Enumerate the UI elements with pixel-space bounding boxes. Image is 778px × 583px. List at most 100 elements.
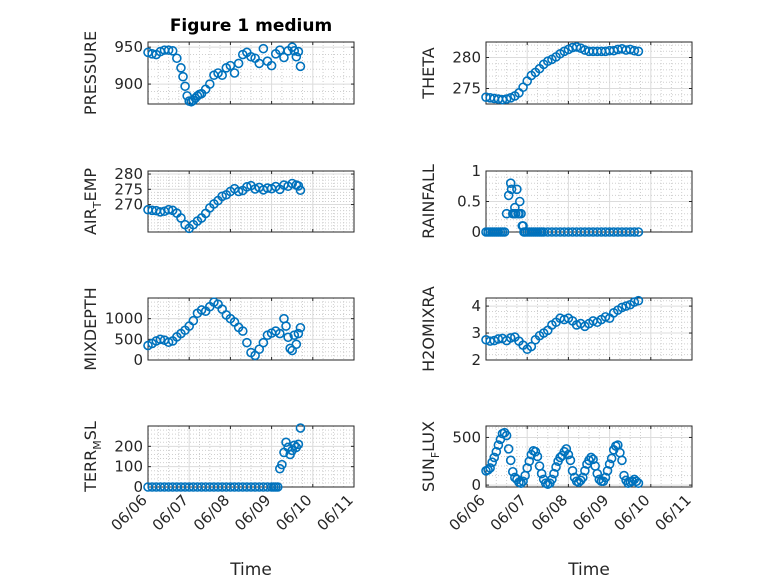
data-point bbox=[283, 332, 293, 343]
data-point bbox=[563, 449, 574, 460]
data-point bbox=[503, 444, 514, 454]
x-tick-label: 06/11 bbox=[652, 491, 695, 534]
data-point bbox=[534, 461, 545, 471]
data-point bbox=[551, 462, 561, 472]
y-tick-label: 0 bbox=[133, 351, 143, 369]
y-tick-label: 0 bbox=[471, 476, 481, 494]
x-tick-label: 06/07 bbox=[487, 491, 530, 534]
axes-frame bbox=[485, 425, 693, 488]
data-point bbox=[499, 227, 510, 237]
data-point bbox=[505, 178, 516, 188]
y-tick-label: 0 bbox=[471, 223, 481, 241]
data-point bbox=[277, 459, 287, 470]
data-point bbox=[633, 227, 644, 237]
x-tick-label: 06/10 bbox=[272, 491, 315, 534]
subplot-rainfall: 0 0.5 1 RAINFALL bbox=[419, 162, 693, 241]
subplot-theta: 275 280 THETA bbox=[419, 41, 693, 105]
y-axis-label: PRESSURE bbox=[81, 31, 100, 115]
figure-title: Figure 1 medium bbox=[170, 16, 332, 36]
subplot-terr_msl: 0100200TERRMSL06/0606/0706/0806/0906/100… bbox=[81, 421, 357, 580]
data-point bbox=[522, 463, 533, 473]
data-point bbox=[291, 51, 302, 62]
data-point bbox=[279, 52, 289, 63]
data-point bbox=[505, 455, 516, 466]
data-point bbox=[295, 423, 306, 433]
data-point bbox=[293, 328, 304, 339]
data-point bbox=[172, 53, 182, 64]
data-point bbox=[295, 61, 306, 72]
data-point bbox=[549, 468, 559, 479]
y-axis-label: H2OMIXRA bbox=[419, 286, 438, 372]
y-tick-label: 4 bbox=[471, 297, 481, 315]
data-point bbox=[578, 472, 588, 483]
data-point bbox=[516, 478, 526, 488]
axes-frame bbox=[485, 297, 693, 361]
data-point bbox=[233, 58, 244, 69]
data-point bbox=[254, 344, 265, 355]
x-axis-label: Time bbox=[229, 560, 272, 580]
data-point bbox=[205, 79, 215, 89]
x-tick-label: 06/06 bbox=[446, 491, 489, 534]
y-tick-label: 2 bbox=[471, 351, 481, 369]
y-axis-label: MIXDEPTH bbox=[81, 287, 100, 370]
y-axis-label: SUNFLUX bbox=[419, 421, 442, 492]
data-point bbox=[176, 213, 186, 223]
data-point bbox=[629, 297, 640, 307]
data-point bbox=[237, 326, 248, 336]
data-point bbox=[501, 94, 512, 104]
data-point bbox=[266, 60, 277, 71]
subplot-pressure: 900 950 PRESSURE Figure 1 medium bbox=[81, 16, 355, 115]
y-axis-label-part: LUX bbox=[419, 421, 438, 452]
x-tick-label: 06/09 bbox=[231, 491, 274, 534]
data-point bbox=[516, 208, 526, 219]
data-point bbox=[631, 476, 642, 487]
data-point bbox=[487, 457, 497, 468]
y-axis-label: TERRMSL bbox=[81, 421, 104, 493]
data-point bbox=[604, 459, 615, 469]
y-tick-label: 500 bbox=[114, 330, 143, 348]
data-point bbox=[532, 451, 543, 462]
data-point bbox=[530, 446, 541, 457]
y-axis-label-subscript: F bbox=[429, 452, 442, 458]
y-axis-label-part: TERR bbox=[81, 450, 100, 493]
data-point bbox=[291, 339, 302, 350]
data-point bbox=[491, 446, 502, 457]
data-point bbox=[536, 468, 547, 479]
x-axis-label: Time bbox=[567, 560, 610, 580]
data-point bbox=[217, 191, 227, 202]
y-axis-label-part: SUN bbox=[419, 458, 438, 492]
data-point bbox=[180, 81, 190, 92]
data-point bbox=[176, 63, 186, 73]
data-point bbox=[633, 478, 644, 488]
y-tick-label: 280 bbox=[114, 165, 143, 183]
data-point bbox=[272, 482, 283, 492]
data-point bbox=[155, 334, 166, 345]
data-point bbox=[633, 295, 644, 306]
data-point bbox=[167, 46, 178, 56]
data-point bbox=[633, 46, 644, 57]
y-tick-label: 275 bbox=[114, 180, 143, 198]
subplot-mixdepth: 0 500 1000 MIXDEPTH bbox=[81, 287, 355, 371]
data-point bbox=[505, 333, 516, 343]
data-point bbox=[163, 337, 174, 348]
data-point bbox=[281, 321, 291, 331]
y-tick-label: 0.5 bbox=[457, 193, 481, 211]
y-axis-label-part: EMP bbox=[81, 168, 100, 202]
data-point bbox=[524, 456, 535, 467]
data-point bbox=[629, 45, 640, 56]
data-point bbox=[600, 312, 611, 322]
data-point bbox=[229, 68, 240, 78]
data-point bbox=[242, 337, 252, 348]
y-axis-label: THETA bbox=[419, 47, 438, 99]
x-tick-label: 06/11 bbox=[314, 491, 357, 534]
y-axis-label-subscript: T bbox=[91, 201, 104, 209]
data-point bbox=[565, 455, 576, 466]
y-tick-label: 3 bbox=[471, 324, 481, 342]
data-point bbox=[629, 227, 640, 237]
data-point bbox=[580, 465, 590, 476]
data-point bbox=[600, 472, 611, 483]
data-point bbox=[293, 439, 304, 450]
data-point bbox=[514, 196, 525, 207]
axes-frame bbox=[147, 297, 355, 361]
